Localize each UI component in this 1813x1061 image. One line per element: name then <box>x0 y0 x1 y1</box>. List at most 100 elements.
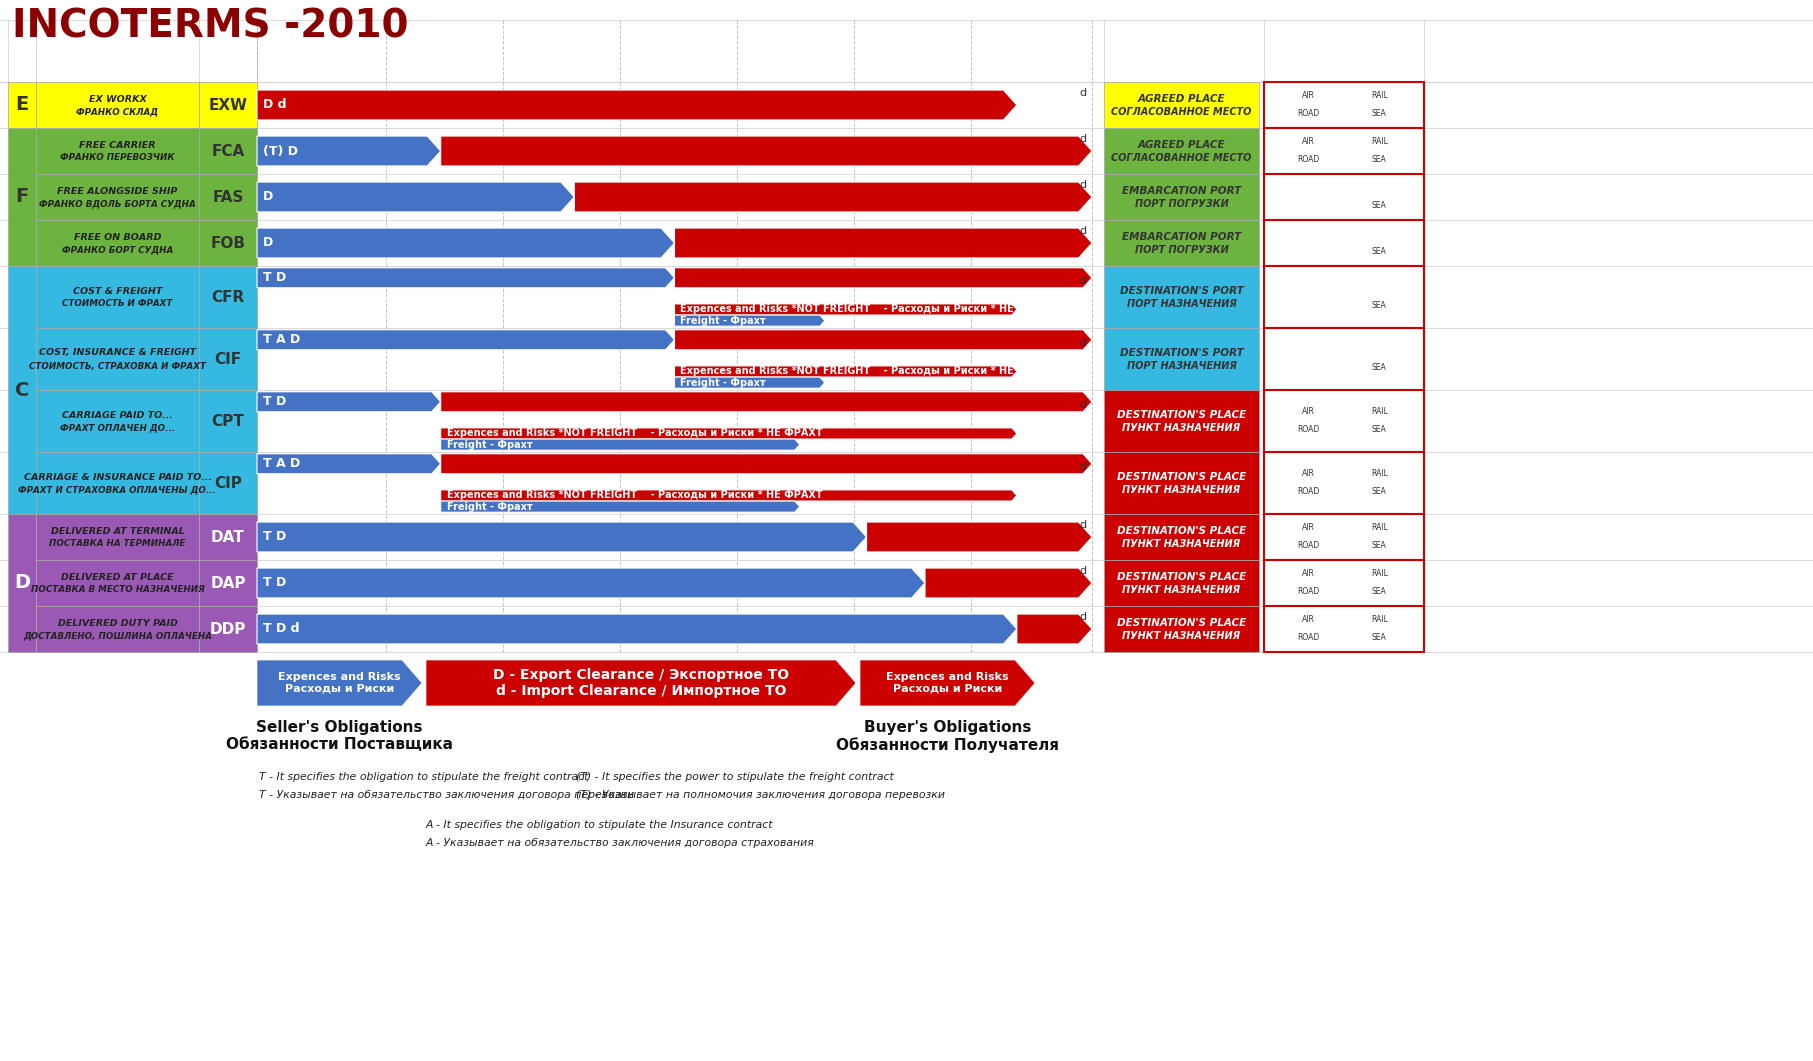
Text: Expences and Risks *NOT FREIGHT    - Расходы и Риски * НЕ ФРАХТ: Expences and Risks *NOT FREIGHT - Расход… <box>680 366 1057 377</box>
Polygon shape <box>426 660 856 706</box>
Text: AIR: AIR <box>1302 138 1314 146</box>
Text: Expences and Risks *NOT FREIGHT    - Расходы и Риски * НЕ ФРАХТ: Expences and Risks *NOT FREIGHT - Расход… <box>680 305 1057 314</box>
Polygon shape <box>257 392 441 412</box>
Text: ПОРТ ПОГРУЗКИ: ПОРТ ПОГРУЗКИ <box>1135 199 1229 209</box>
Polygon shape <box>441 439 800 450</box>
Bar <box>199 266 257 328</box>
Text: AGREED PLACE: AGREED PLACE <box>1139 94 1226 104</box>
Text: AIR: AIR <box>1302 570 1314 578</box>
Bar <box>1104 266 1258 328</box>
Text: DESTINATION'S PLACE: DESTINATION'S PLACE <box>1117 526 1246 536</box>
Polygon shape <box>925 568 1091 598</box>
Text: T - It specifies the obligation to stipulate the freight contract: T - It specifies the obligation to stipu… <box>259 772 589 782</box>
Polygon shape <box>674 377 825 388</box>
Text: CIP: CIP <box>214 475 241 490</box>
Text: T - Указывает на обязательство заключения договора перевозки: T - Указывает на обязательство заключени… <box>259 790 635 800</box>
Text: CPT: CPT <box>212 414 245 429</box>
Polygon shape <box>441 428 1017 439</box>
Text: Expences and Risks
Расходы и Риски: Expences and Risks Расходы и Риски <box>887 673 1008 694</box>
Bar <box>1104 390 1258 452</box>
Text: AIR: AIR <box>1302 615 1314 625</box>
Text: d: d <box>1079 521 1086 530</box>
Text: SEA: SEA <box>1372 247 1387 257</box>
Text: DAT: DAT <box>210 529 245 544</box>
Bar <box>199 452 257 514</box>
Text: D: D <box>15 574 31 592</box>
Text: ПОСТАВКА В МЕСТО НАЗНАЧЕНИЯ: ПОСТАВКА В МЕСТО НАЗНАЧЕНИЯ <box>31 586 205 594</box>
Bar <box>36 266 199 328</box>
Text: T D: T D <box>263 396 286 408</box>
Bar <box>199 390 257 452</box>
Text: FREE CARRIER: FREE CARRIER <box>80 140 156 150</box>
Bar <box>1104 560 1258 606</box>
Text: FAS: FAS <box>212 190 243 205</box>
Text: Seller's Obligations
Обязанности Поставщика: Seller's Obligations Обязанности Поставщ… <box>227 720 453 752</box>
Bar <box>1264 560 1423 606</box>
Text: A - Указывает на обязательство заключения договора страхования: A - Указывает на обязательство заключени… <box>426 838 814 848</box>
Text: ДОСТАВЛЕНО, ПОШЛИНА ОПЛАЧЕНА: ДОСТАВЛЕНО, ПОШЛИНА ОПЛАЧЕНА <box>24 631 212 641</box>
Text: COST, INSURANCE & FREIGHT: COST, INSURANCE & FREIGHT <box>38 348 196 358</box>
Text: ПОРТ НАЗНАЧЕНИЯ: ПОРТ НАЗНАЧЕНИЯ <box>1126 299 1236 309</box>
Text: RAIL: RAIL <box>1371 523 1387 533</box>
Bar <box>1264 514 1423 560</box>
Polygon shape <box>441 454 1091 474</box>
Polygon shape <box>441 392 1091 412</box>
Text: СОГЛАСОВАННОЕ МЕСТО: СОГЛАСОВАННОЕ МЕСТО <box>1111 107 1251 117</box>
Text: ПУНКТ НАЗНАЧЕНИЯ: ПУНКТ НАЗНАЧЕНИЯ <box>1122 423 1240 433</box>
Text: ФРАНКО БОРТ СУДНА: ФРАНКО БОРТ СУДНА <box>62 245 172 255</box>
Polygon shape <box>1017 614 1091 644</box>
Polygon shape <box>674 267 1091 288</box>
Text: AIR: AIR <box>1302 470 1314 479</box>
Text: CIF: CIF <box>214 351 241 366</box>
Text: СОГЛАСОВАННОЕ МЕСТО: СОГЛАСОВАННОЕ МЕСТО <box>1111 153 1251 163</box>
Bar <box>36 514 199 560</box>
Bar <box>36 174 199 220</box>
Bar <box>1264 266 1423 328</box>
Bar <box>199 606 257 653</box>
Text: ПОСТАВКА НА ТЕРМИНАЛЕ: ПОСТАВКА НА ТЕРМИНАЛЕ <box>49 539 185 549</box>
Text: DDP: DDP <box>210 622 247 637</box>
Text: Buyer's Obligations
Обязанности Получателя: Buyer's Obligations Обязанности Получате… <box>836 720 1059 753</box>
Polygon shape <box>257 660 422 706</box>
Text: ПУНКТ НАЗНАЧЕНИЯ: ПУНКТ НАЗНАЧЕНИЯ <box>1122 539 1240 549</box>
Bar <box>1264 452 1423 514</box>
Bar <box>199 174 257 220</box>
Text: AIR: AIR <box>1302 407 1314 417</box>
Polygon shape <box>441 490 1017 501</box>
Bar <box>1264 82 1423 128</box>
Polygon shape <box>257 614 1017 644</box>
Text: ROAD: ROAD <box>1298 156 1320 164</box>
Text: (T) D: (T) D <box>263 144 297 157</box>
Text: SEA: SEA <box>1372 364 1387 372</box>
Text: ROAD: ROAD <box>1298 109 1320 119</box>
Text: DELIVERED AT TERMINAL: DELIVERED AT TERMINAL <box>51 526 185 536</box>
Text: RAIL: RAIL <box>1371 91 1387 101</box>
Text: CARRIAGE & INSURANCE PAID TO...: CARRIAGE & INSURANCE PAID TO... <box>24 472 212 482</box>
Bar <box>7 514 36 653</box>
Bar <box>1104 328 1258 390</box>
Bar <box>1264 390 1423 452</box>
Text: EMBARCATION PORT: EMBARCATION PORT <box>1122 186 1242 196</box>
Bar <box>1264 220 1423 266</box>
Bar <box>36 452 199 514</box>
Text: EX WORKX: EX WORKX <box>89 94 147 104</box>
Bar <box>199 514 257 560</box>
Polygon shape <box>867 522 1091 552</box>
Bar <box>1264 328 1423 390</box>
Text: D: D <box>263 191 274 204</box>
Text: RAIL: RAIL <box>1371 407 1387 417</box>
Text: SEA: SEA <box>1372 202 1387 210</box>
Text: RAIL: RAIL <box>1371 615 1387 625</box>
Text: Freight - Фрахт: Freight - Фрахт <box>680 378 767 387</box>
Polygon shape <box>257 454 441 474</box>
Polygon shape <box>257 568 925 598</box>
Text: СТОИМОСТЬ И ФРАХТ: СТОИМОСТЬ И ФРАХТ <box>62 299 172 309</box>
Text: ROAD: ROAD <box>1298 541 1320 551</box>
Polygon shape <box>441 501 800 512</box>
Bar <box>36 128 199 174</box>
Text: AIR: AIR <box>1302 91 1314 101</box>
Text: T D d: T D d <box>263 623 299 636</box>
Text: d: d <box>1079 88 1086 99</box>
Bar <box>36 560 199 606</box>
Text: ФРАХТ ОПЛАЧЕН ДО...: ФРАХТ ОПЛАЧЕН ДО... <box>60 423 176 433</box>
